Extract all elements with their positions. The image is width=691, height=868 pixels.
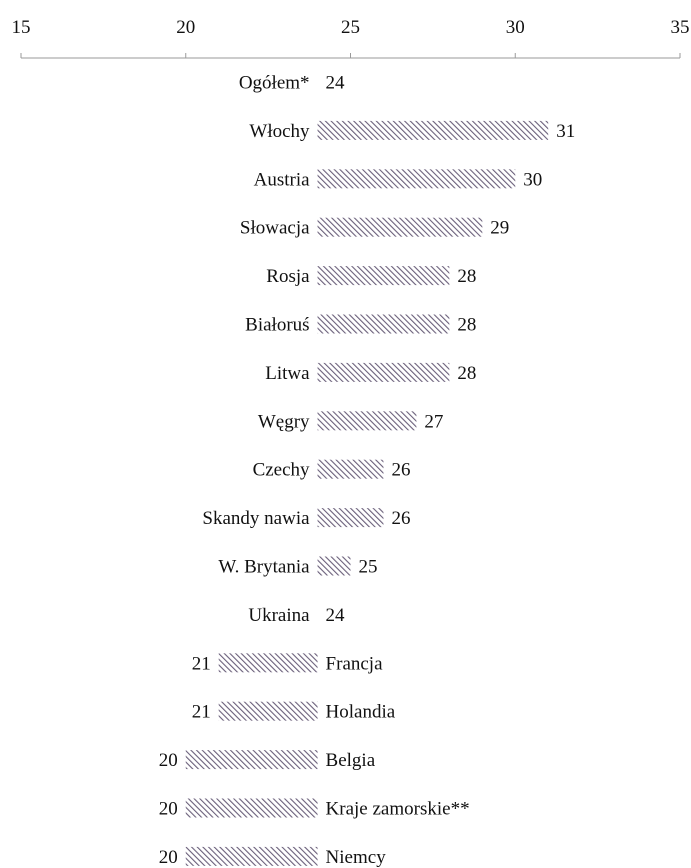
bar bbox=[317, 314, 450, 334]
bar bbox=[218, 701, 318, 721]
bar bbox=[185, 798, 318, 818]
value-label: 24 bbox=[326, 605, 346, 626]
value-label: 28 bbox=[457, 315, 476, 336]
bar bbox=[317, 217, 483, 237]
x-tick-label: 15 bbox=[12, 17, 31, 38]
bar bbox=[317, 508, 384, 528]
category-label: Węgry bbox=[258, 411, 310, 432]
category-label: Niemcy bbox=[326, 847, 387, 868]
value-label: 27 bbox=[424, 411, 443, 432]
bar bbox=[317, 459, 384, 479]
value-label: 21 bbox=[192, 653, 211, 674]
bar bbox=[317, 169, 516, 189]
category-label: Czechy bbox=[253, 460, 310, 481]
x-tick-label: 20 bbox=[176, 17, 195, 38]
bars-group bbox=[185, 120, 549, 866]
value-label: 30 bbox=[523, 169, 542, 190]
value-label: 24 bbox=[326, 73, 346, 94]
category-label: Francja bbox=[326, 653, 384, 674]
bar bbox=[317, 411, 417, 431]
category-label: Ogółem* bbox=[239, 73, 310, 94]
category-label: Litwa bbox=[265, 363, 310, 384]
labels-group: Ogółem* 24 Włochy 31 Austria 30 Słowacja 29 Rosj… bbox=[159, 73, 575, 868]
category-label: Białoruś bbox=[245, 315, 309, 336]
x-tick-label: 25 bbox=[341, 17, 360, 38]
value-label: 26 bbox=[391, 460, 410, 481]
value-label: 29 bbox=[490, 218, 509, 239]
category-label: Słowacja bbox=[240, 218, 310, 239]
category-label: Ukraina bbox=[248, 605, 310, 626]
bar bbox=[317, 120, 549, 140]
bar bbox=[317, 556, 351, 576]
bar bbox=[185, 846, 318, 866]
category-label: Włochy bbox=[249, 121, 310, 142]
bar bbox=[317, 362, 450, 382]
x-tick-label: 35 bbox=[671, 17, 690, 38]
bar bbox=[218, 653, 318, 673]
category-label: Rosja bbox=[266, 266, 310, 287]
category-label: Belgia bbox=[326, 750, 376, 771]
bar bbox=[317, 266, 450, 286]
value-label: 20 bbox=[159, 750, 178, 771]
category-label: Holandia bbox=[326, 702, 396, 723]
category-label: Skandy nawia bbox=[202, 508, 310, 529]
value-label: 28 bbox=[457, 363, 476, 384]
value-label: 28 bbox=[457, 266, 476, 287]
value-label: 26 bbox=[391, 508, 410, 529]
value-label: 20 bbox=[159, 847, 178, 868]
x-axis: 15 20 25 30 35 bbox=[12, 17, 690, 59]
x-tick-label: 30 bbox=[506, 17, 525, 38]
category-label: Kraje zamorskie** bbox=[326, 799, 470, 820]
value-label: 31 bbox=[556, 121, 575, 142]
value-label: 20 bbox=[159, 799, 178, 820]
value-label: 21 bbox=[192, 702, 211, 723]
category-label: W. Brytania bbox=[218, 557, 310, 578]
bar bbox=[185, 750, 318, 770]
value-label: 25 bbox=[359, 557, 378, 578]
category-label: Austria bbox=[254, 169, 311, 190]
